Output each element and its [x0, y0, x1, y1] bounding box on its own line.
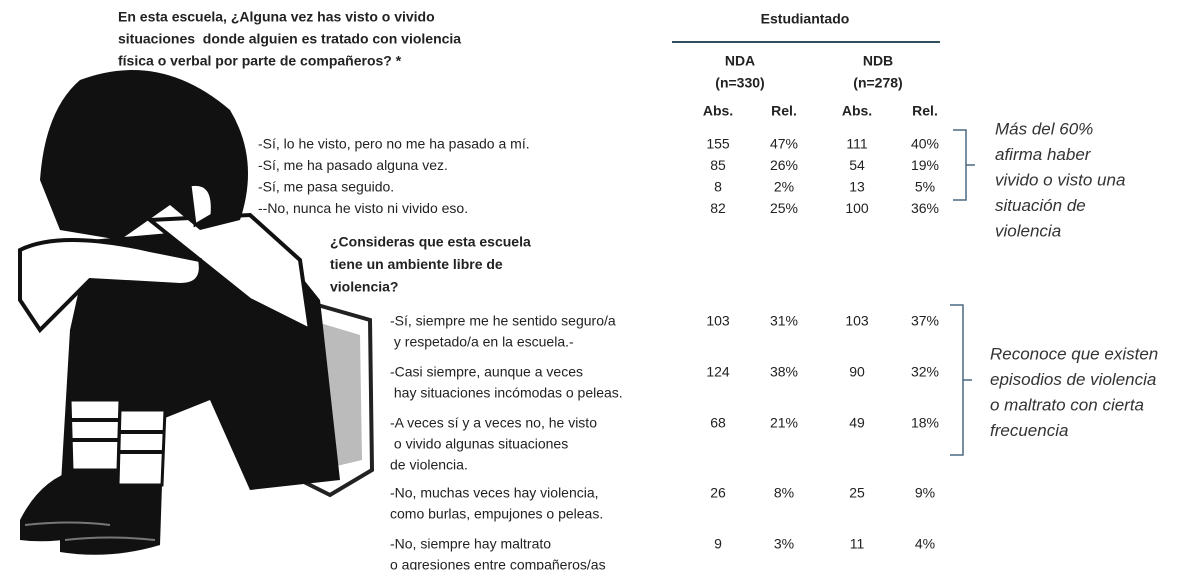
cell: 111 — [846, 136, 867, 152]
cell: 37% — [911, 313, 939, 329]
cell: 85 — [710, 157, 726, 173]
cell: 31% — [770, 313, 798, 329]
option-label: --No, nunca he visto ni vivido eso. — [258, 200, 468, 216]
cell: 100 — [845, 200, 869, 216]
bracket — [950, 304, 972, 456]
cell: 47% — [770, 136, 798, 152]
note: afirma haber — [995, 145, 1092, 164]
note: episodios de violencia — [990, 370, 1156, 389]
option-label: -Sí, siempre me he sentido seguro/a — [390, 313, 616, 329]
subheader: Rel. — [771, 103, 797, 119]
option-label: -Sí, lo he visto, pero no me ha pasado a… — [258, 136, 530, 152]
option-label: como burlas, empujones o peleas. — [390, 506, 603, 522]
cell: 40% — [911, 136, 939, 152]
question: situaciones donde alguien es tratado con… — [118, 31, 461, 47]
cell: 103 — [706, 313, 730, 329]
note: o maltrato con cierta — [990, 395, 1144, 414]
note: Reconoce que existen — [990, 344, 1158, 363]
cell: 11 — [850, 536, 865, 552]
note: vivido o visto una — [995, 170, 1125, 189]
cell: 90 — [849, 364, 865, 380]
cell: 8 — [714, 179, 722, 195]
cell: 68 — [710, 415, 726, 431]
cell: 32% — [911, 364, 939, 380]
cell: 38% — [770, 364, 798, 380]
cell: 21% — [770, 415, 798, 431]
cell: 2% — [774, 179, 794, 195]
cell: 26 — [710, 485, 726, 501]
cell: 54 — [849, 157, 865, 173]
option-label: o vivido algunas situaciones — [390, 436, 568, 452]
column-name: NDB — [863, 53, 893, 69]
cell: 3% — [774, 536, 794, 552]
option-label: de violencia. — [390, 457, 468, 473]
cell: 18% — [911, 415, 939, 431]
bracket — [953, 129, 975, 201]
cell: 49 — [849, 415, 865, 431]
cell: 9 — [714, 536, 722, 552]
cell: 13 — [849, 179, 865, 195]
note: frecuencia — [990, 421, 1068, 440]
note: situación de — [995, 196, 1086, 215]
option-label: hay situaciones incómodas o peleas. — [390, 385, 623, 401]
cell: 103 — [845, 313, 869, 329]
cell: 4% — [915, 536, 935, 552]
cell: 25% — [770, 200, 798, 216]
cell: 5% — [915, 179, 935, 195]
cell: 9% — [915, 485, 935, 501]
cell: 82 — [710, 200, 726, 216]
cell: 25 — [849, 485, 865, 501]
cell: 36% — [911, 200, 939, 216]
cell: 26% — [770, 157, 798, 173]
column-n: (n=330) — [715, 75, 764, 91]
column-name: NDA — [725, 53, 755, 69]
option-label: -Sí, me pasa seguido. — [258, 179, 394, 195]
subheader: Abs. — [842, 103, 872, 119]
group-header: Estudiantado — [761, 11, 850, 27]
option-label: y respetado/a en la escuela.- — [390, 334, 574, 350]
question: En esta escuela, ¿Alguna vez has visto o… — [118, 9, 435, 25]
column-n: (n=278) — [853, 75, 902, 91]
option-label: o agresiones entre compañeros/as — [390, 557, 606, 570]
note: violencia — [995, 221, 1061, 240]
cell: 8% — [774, 485, 794, 501]
cell: 19% — [911, 157, 939, 173]
cell: 155 — [706, 136, 730, 152]
option-label: -Casi siempre, aunque a veces — [390, 364, 583, 380]
option-label: -A veces sí y a veces no, he visto — [390, 415, 597, 431]
question: ¿Consideras que esta escuela — [330, 234, 531, 250]
cell: 124 — [706, 364, 730, 380]
option-label: -No, muchas veces hay violencia, — [390, 485, 599, 501]
subheader: Rel. — [912, 103, 938, 119]
question: violencia? — [330, 279, 398, 295]
subheader: Abs. — [703, 103, 733, 119]
option-label: -No, siempre hay maltrato — [390, 536, 551, 552]
boy-illustration — [18, 70, 375, 555]
question: física o verbal por parte de compañeros?… — [118, 53, 402, 69]
option-label: -Sí, me ha pasado alguna vez. — [258, 157, 448, 173]
note: Más del 60% — [995, 119, 1093, 138]
question: tiene un ambiente libre de — [330, 256, 503, 272]
